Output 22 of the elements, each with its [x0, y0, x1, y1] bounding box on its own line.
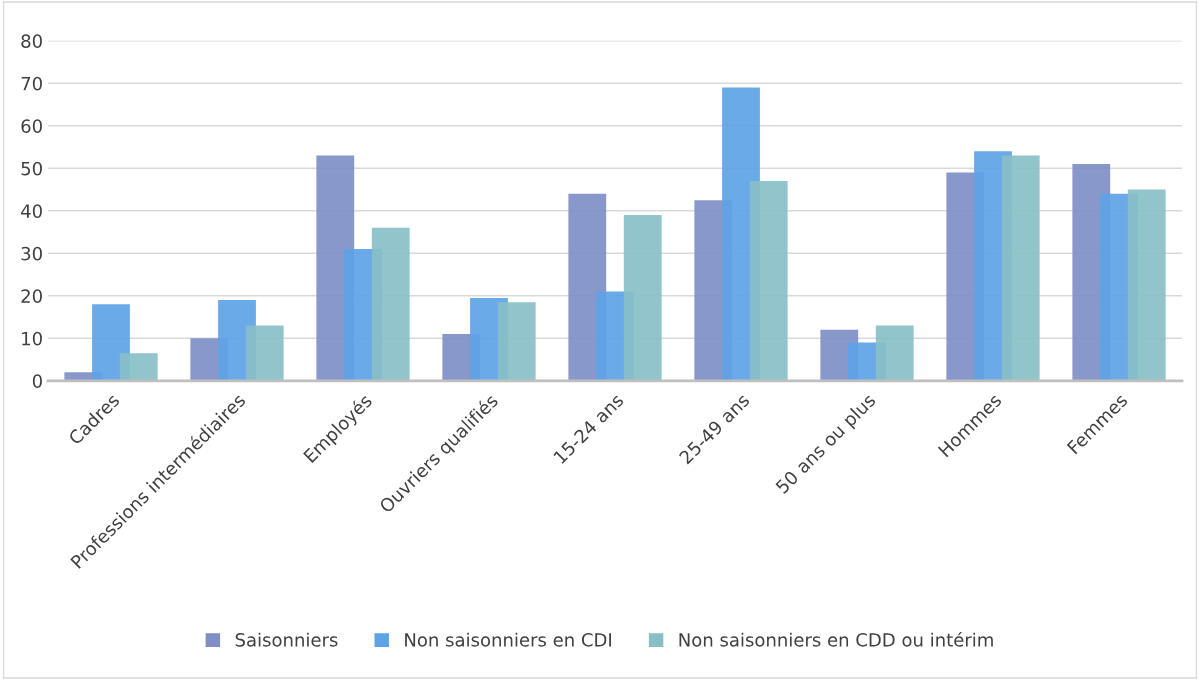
y-tick-label: 40	[21, 204, 42, 218]
bar	[92, 304, 130, 381]
legend-label: Saisonniers	[235, 632, 338, 647]
y-tick-label: 50	[21, 161, 42, 176]
bar	[749, 181, 788, 381]
y-tick-label: 80	[21, 34, 42, 48]
bar	[1127, 189, 1166, 381]
y-tick-label: 0	[32, 374, 42, 388]
bar	[245, 325, 284, 381]
bar	[1001, 155, 1040, 381]
y-tick-label: 10	[22, 331, 42, 346]
y-tick-label: 20	[21, 289, 42, 303]
bar	[371, 227, 410, 381]
y-tick-label: 60	[21, 119, 42, 133]
bar	[497, 302, 536, 381]
y-tick-label: 30	[21, 246, 42, 261]
legend-label: Non saisonniers en CDD ou intérim	[679, 631, 993, 647]
legend-label: Non saisonniers en CDI	[405, 632, 611, 647]
y-tick-label: 70	[21, 76, 42, 91]
bar	[623, 215, 662, 381]
bar	[119, 353, 158, 381]
bar	[875, 325, 914, 381]
